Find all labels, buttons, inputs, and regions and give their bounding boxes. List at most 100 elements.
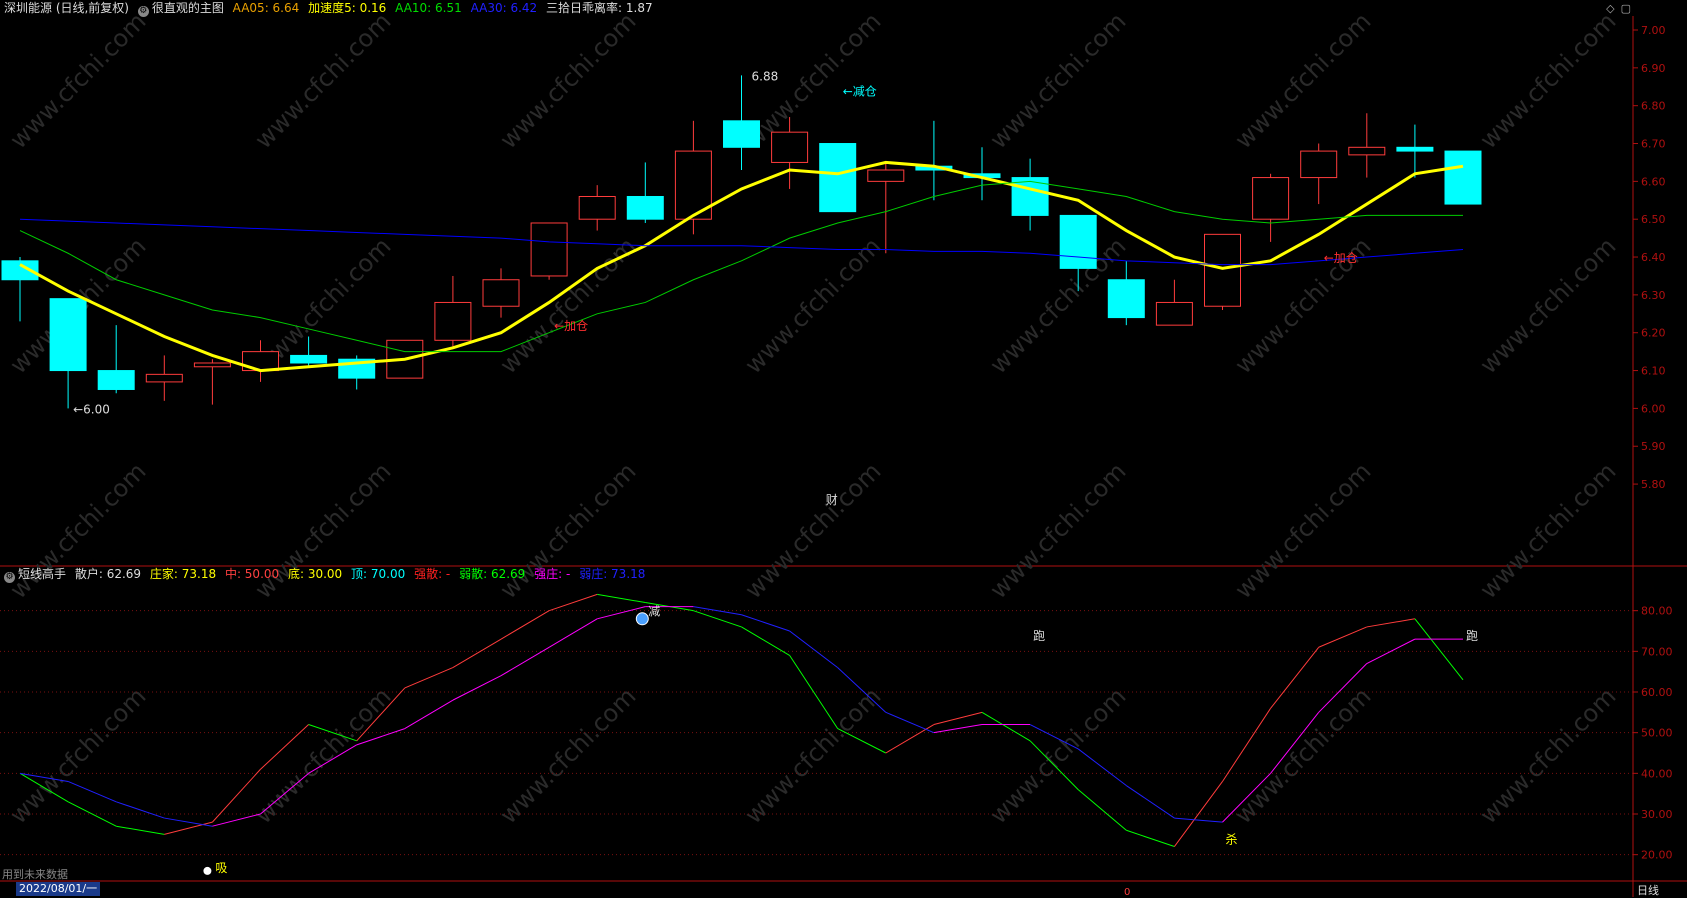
line-segment-dealer [1029,724,1079,750]
line-segment-dealer [164,817,213,827]
watermark-text: www.cfchi.com [1229,682,1376,829]
signal-annotation: 减 [648,605,660,619]
candle-body [1155,301,1193,326]
line-segment-retail [1366,618,1415,628]
watermark-text: www.cfchi.com [1229,457,1376,604]
chart-annotation: 6.88 [752,69,779,83]
y-tick-label: 70.00 [1641,645,1673,658]
chart-annotation: ←加仓 [554,319,588,333]
y-tick-label: 80.00 [1641,605,1673,618]
candle-body [97,370,135,390]
line-segment-retail [1414,618,1464,681]
candle-body [49,298,87,372]
line-segment-dealer [693,606,742,616]
line-segment-dealer [1126,785,1175,819]
y-tick-label: 6.30 [1641,289,1666,302]
line-segment-retail [452,638,502,669]
bias-value: 三拾日乖离率: 1.87 [546,1,653,15]
line-segment-retail [548,593,598,612]
watermark-text: www.cfchi.com [739,232,886,379]
line-segment-retail [741,626,790,656]
chart-annotation: ←减仓 [843,85,877,99]
period-label[interactable]: 日线 [1637,884,1659,897]
line-segment-retail [1173,781,1223,847]
y-tick-label: 5.80 [1641,478,1666,491]
line-segment-retail [260,724,309,770]
chart-annotation: ←加仓 [1324,251,1358,265]
watermark-text: www.cfchi.com [249,7,396,154]
watermark-text: www.cfchi.com [1474,7,1621,154]
watermark-text: www.cfchi.com [1474,457,1621,604]
y-tick-label: 30.00 [1641,808,1673,821]
ma-line-aa10 [19,180,1463,353]
line-segment-retail [500,610,550,640]
line-segment-dealer [19,772,69,782]
line-segment-dealer [933,724,983,734]
line-segment-dealer [500,646,550,677]
y-tick-label: 6.00 [1641,402,1666,415]
line-segment-dealer [837,667,887,713]
window-icon[interactable]: ▢ [1620,2,1631,15]
retail-value: 散户: 62.69 [74,567,142,581]
signal-ball-icon [635,612,649,626]
stock-title[interactable]: 深圳能源 (日线,前复权) [4,1,129,15]
watermark-text: www.cfchi.com [1474,682,1621,829]
y-tick-label: 6.60 [1641,175,1666,188]
y-tick-label: 6.10 [1641,365,1666,378]
chart-annotation: 财 [826,493,838,507]
candle-body [290,354,328,364]
line-segment-retail [116,825,165,835]
candle-body [1444,150,1482,205]
line-segment-dealer [1077,748,1127,786]
candle-body [434,301,472,341]
line-segment-retail [789,655,839,729]
diamond-icon[interactable]: ◇ [1606,2,1615,15]
line-segment-dealer [452,675,502,701]
chart-annotation: ←6.00 [73,402,110,416]
line-segment-retail [1318,626,1367,648]
candle-body [771,131,809,163]
settings-gear-icon[interactable]: ⚙ [137,6,149,17]
line-segment-retail [212,768,261,823]
aa30-value: AA30: 6.42 [470,1,538,15]
y-tick-label: 6.50 [1641,213,1666,226]
dealer-value: 庄家: 73.18 [149,567,217,581]
y-tick-label: 6.80 [1641,100,1666,113]
candle-body [1107,279,1145,319]
candle-body [1348,146,1386,156]
candle-body [723,120,760,148]
line-segment-dealer [1366,638,1416,664]
watermark-text: www.cfchi.com [494,682,641,829]
signal-dot-icon [203,866,212,875]
line-segment-retail [597,593,646,604]
line-segment-retail [1029,740,1079,790]
line-segment-dealer [548,618,598,648]
signal-annotation: 跑 [1466,629,1478,643]
y-tick-label: 40.00 [1641,767,1673,780]
candle-body [1059,214,1097,269]
line-segment-dealer [1270,712,1320,774]
main-indicator-name[interactable]: 很直观的主图 [151,1,224,15]
line-segment-retail [1077,789,1127,831]
line-segment-retail [356,687,406,742]
ma-line-aa30 [19,218,1464,266]
cursor-date: 2022/08/01/一 [16,882,101,896]
strong-retail-value: 强散: - [414,567,451,581]
settings-gear-icon[interactable]: ⚙ [4,572,15,583]
future-data-notice: 用到未来数据 [2,868,68,881]
bottom-zero-marker: 0 [1124,887,1130,897]
watermark-text: www.cfchi.com [984,457,1131,604]
watermark-text: www.cfchi.com [494,7,641,154]
y-tick-label: 6.70 [1641,138,1666,151]
sub-indicator-name[interactable]: 短线高手 [18,567,67,581]
line-segment-retail [67,801,117,827]
candle-body [1,260,39,281]
line-segment-dealer [1222,772,1271,823]
candle-body [1300,150,1338,179]
bottom-value: 底: 30.00 [287,567,343,581]
y-tick-label: 5.90 [1641,440,1666,453]
weak-retail-value: 弱散: 62.69 [459,567,526,581]
candle-body [193,362,231,368]
signal-annotation: 杀 [1226,831,1238,846]
